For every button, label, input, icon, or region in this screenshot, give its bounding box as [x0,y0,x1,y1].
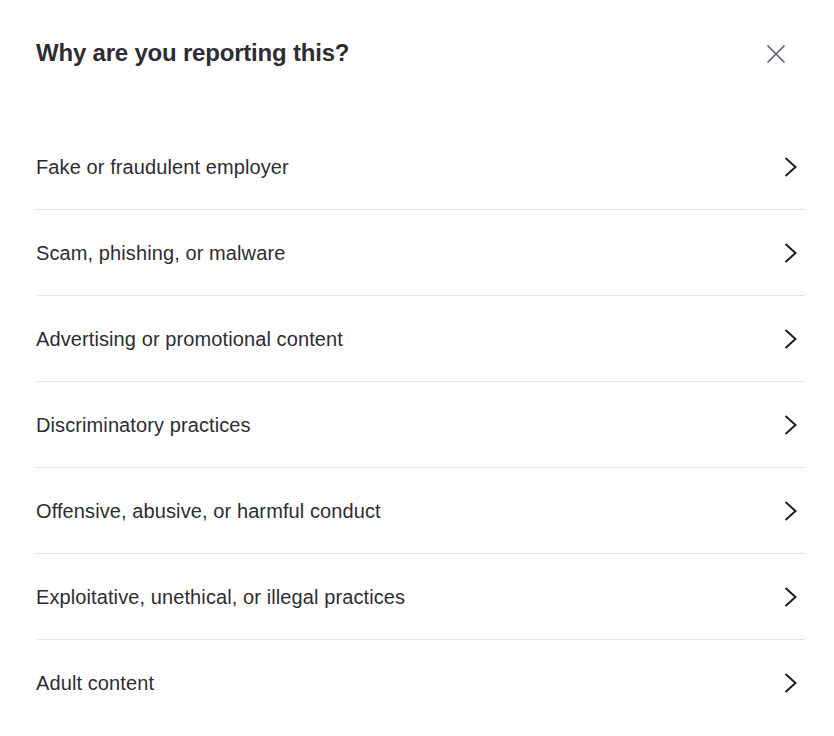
report-reason-item-fake-employer[interactable]: Fake or fraudulent employer [36,124,805,210]
report-reason-item-offensive[interactable]: Offensive, abusive, or harmful conduct [36,468,805,554]
dialog-title: Why are you reporting this? [36,40,349,66]
chevron-right-icon [783,500,805,522]
report-reason-label: Advertising or promotional content [36,327,343,351]
report-reason-item-advertising[interactable]: Advertising or promotional content [36,296,805,382]
close-icon [765,43,787,65]
chevron-right-icon [783,156,805,178]
report-reason-label: Scam, phishing, or malware [36,241,285,265]
report-reason-label: Exploitative, unethical, or illegal prac… [36,585,405,609]
chevron-right-icon [783,242,805,264]
report-reasons-list: Fake or fraudulent employer Scam, phishi… [0,124,834,726]
report-reason-label: Adult content [36,671,154,695]
report-reason-item-exploitative[interactable]: Exploitative, unethical, or illegal prac… [36,554,805,640]
report-reason-label: Discriminatory practices [36,413,251,437]
close-button[interactable] [765,43,787,65]
report-reason-item-adult-content[interactable]: Adult content [36,640,805,726]
report-reason-item-scam-phishing[interactable]: Scam, phishing, or malware [36,210,805,296]
chevron-right-icon [783,414,805,436]
report-reason-item-discriminatory[interactable]: Discriminatory practices [36,382,805,468]
report-dialog: Why are you reporting this? Fake or frau… [0,0,834,736]
report-reason-label: Offensive, abusive, or harmful conduct [36,499,381,523]
chevron-right-icon [783,672,805,694]
dialog-header: Why are you reporting this? [0,0,834,124]
chevron-right-icon [783,586,805,608]
report-reason-label: Fake or fraudulent employer [36,155,289,179]
chevron-right-icon [783,328,805,350]
